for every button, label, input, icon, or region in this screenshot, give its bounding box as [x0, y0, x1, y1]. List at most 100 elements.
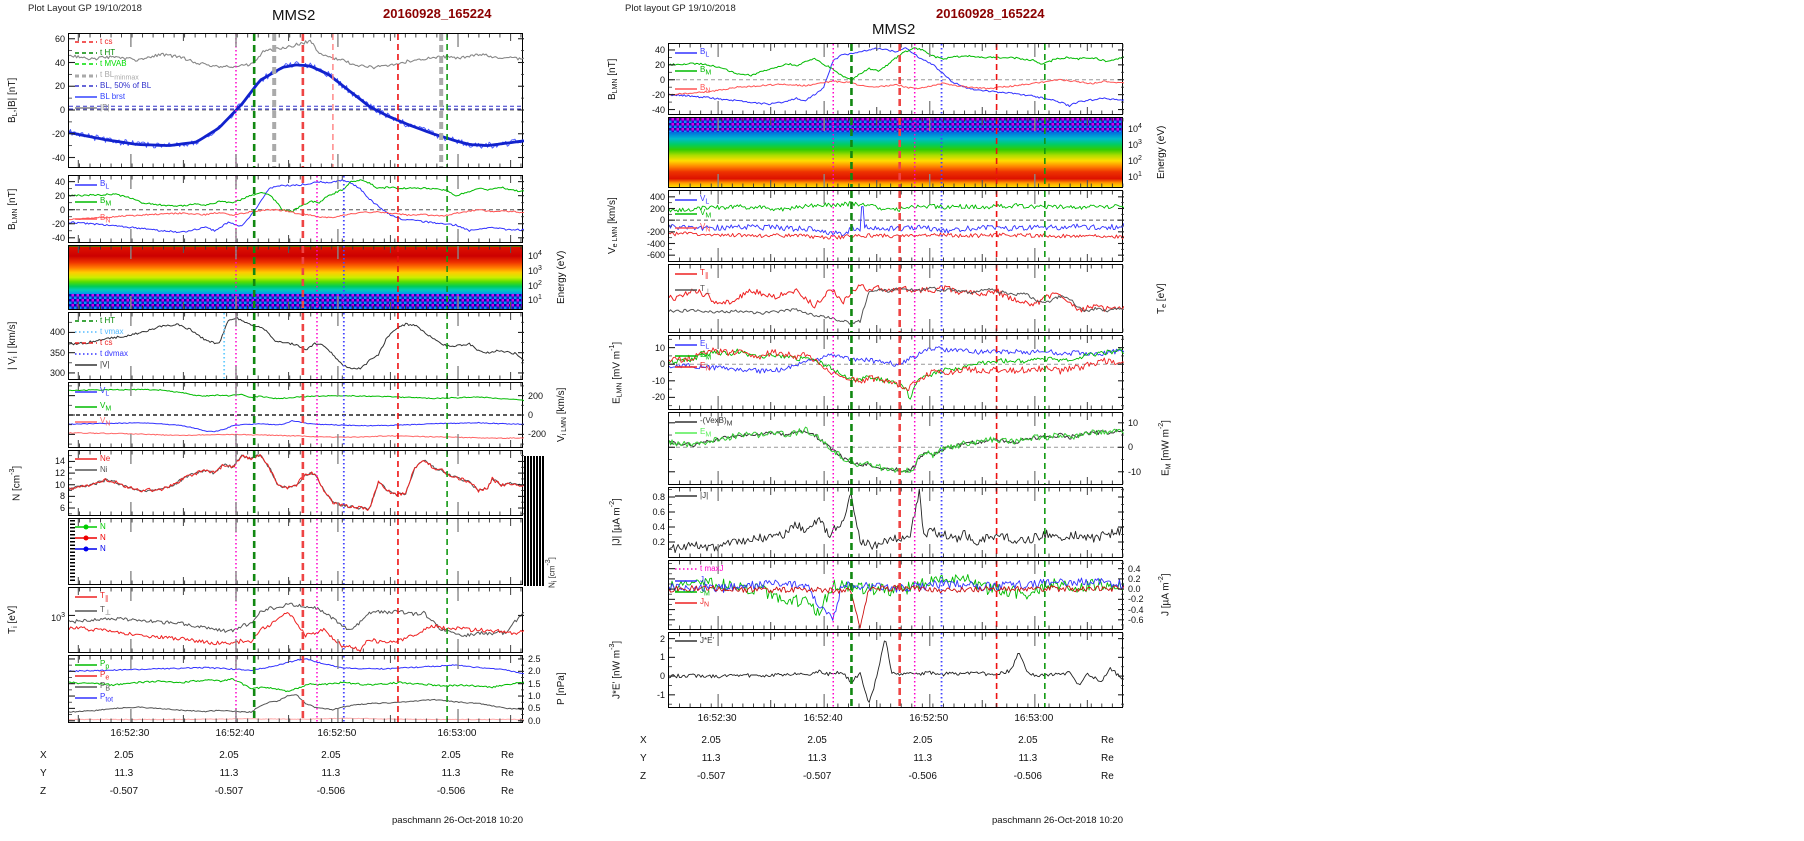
y-tick-label: 10: [1128, 417, 1139, 428]
panel-density: 14 12 10 8 6 N [cm-3] Ne Ni: [9, 450, 524, 516]
legend-item: EM: [675, 350, 711, 363]
plot-layout-label-right: Plot layout GP 19/10/2018: [625, 3, 736, 14]
legend-label: BM: [100, 196, 112, 208]
y-tick-label: 400: [649, 191, 665, 202]
legend-label: BL: [100, 179, 110, 191]
legend-item: EL: [675, 339, 709, 352]
legend-line-sample: [75, 106, 97, 109]
legend-line-sample: [675, 602, 697, 604]
legend-line-sample: [75, 697, 97, 699]
series-BM: [669, 47, 1124, 81]
spectrogram-speckle: [669, 118, 1122, 132]
legend-label: BL, 50% of BL: [100, 81, 152, 90]
legend-label: EM: [700, 350, 712, 362]
legend-item: VN: [675, 222, 710, 235]
legend-line-sample: [675, 70, 697, 72]
y-tick-label: -20: [51, 128, 65, 139]
legend-label: T⊥: [700, 284, 711, 296]
y-tick-label: -20: [651, 392, 665, 403]
series-Ptot: [69, 658, 524, 675]
table-cell: 11.3: [913, 753, 933, 764]
y-tick-label: 40: [54, 57, 65, 68]
y-tick-label: 200: [528, 390, 544, 401]
spectrogram-speckle: [69, 293, 522, 309]
table-cell: 11.3: [321, 768, 341, 779]
y-tick-label: 6: [59, 503, 65, 514]
legend-label: Pp: [100, 659, 110, 671]
legend-item: t HT: [75, 316, 115, 325]
table-row-label: X: [40, 750, 47, 761]
table-cell: 11.3: [219, 768, 239, 779]
legend-line-sample: [675, 355, 697, 357]
legend-label: Ne: [100, 454, 111, 463]
plot-title-left: MMS2: [272, 7, 316, 24]
y-tick-label: 0: [528, 410, 534, 420]
y-tick-label: -10: [651, 375, 665, 386]
legend-line-sample: [675, 199, 697, 201]
y-tick-label: 103: [528, 264, 542, 276]
legend-line-sample: [75, 610, 97, 612]
y-tick-label: -40: [651, 104, 665, 115]
legend-line-sample: [75, 184, 97, 186]
y-tick-label: 12: [54, 468, 65, 479]
legend-label: t MVAB: [100, 59, 127, 68]
y-tick-label: 200: [649, 203, 665, 214]
y-tick-label: 0.4: [1128, 563, 1141, 574]
legend-item: J*E': [675, 636, 714, 645]
table-row-label: Y: [40, 768, 47, 779]
legend-label: BN: [100, 213, 111, 225]
y-tick-label: -200: [646, 226, 665, 237]
series-VL: [669, 206, 1124, 237]
legend-line-sample: [75, 201, 97, 203]
y-tick-label: 2.5: [528, 653, 541, 664]
legend-line-sample: [75, 406, 97, 408]
legend-label: T⊥: [100, 605, 111, 617]
legend-label: -(VexB)M: [700, 416, 733, 428]
table-cell: -0.506: [436, 786, 466, 797]
plot-layout-label-left: Plot Layout GP 19/10/2018: [28, 3, 142, 14]
legend-item: JN: [675, 597, 709, 610]
legend-label: t HT: [100, 48, 116, 57]
series-EL: [669, 346, 1124, 374]
table-row-label: X: [640, 735, 647, 746]
legend-item: JL: [675, 575, 708, 588]
series-Bmag: [69, 39, 524, 70]
table-row-label: Y: [640, 753, 647, 764]
series-BL: [669, 47, 1124, 108]
legend-item: PB: [75, 681, 110, 694]
legend-label: |J|: [700, 491, 709, 500]
legend-item: |J|: [675, 491, 708, 500]
legend-line-sample: [75, 218, 97, 220]
legend-item: |B|: [75, 103, 110, 112]
y-tick-label: 400: [49, 327, 65, 338]
time-tick-label: 16:52:40: [803, 713, 843, 724]
y-axis-title-pressure: P [nPa]: [556, 672, 567, 706]
legend-line-sample: [675, 591, 697, 593]
panel-plot-em-vexb: [669, 413, 1124, 484]
series-BN: [669, 78, 1124, 96]
y-tick-label: 0.8: [652, 492, 665, 502]
legend-item: T∥: [75, 591, 108, 604]
panel-vi-mag: 400 350 300 | Vi | [km/s] t HT t vmax t cs t dv…: [7, 312, 524, 380]
panel-plot-blmn-r: [669, 44, 1124, 114]
y-tick-label: -400: [646, 238, 665, 249]
series-JN: [669, 584, 1124, 629]
y-tick-label: -10: [1128, 466, 1142, 477]
author-timestamp-left: paschmann 26-Oct-2018 10:20: [392, 815, 523, 826]
y-tick-label: 40: [54, 176, 65, 187]
legend-label: t dvmax: [100, 349, 129, 358]
series-JdotE: [669, 640, 1124, 703]
legend-line-sample: [675, 273, 697, 275]
legend-line-sample: [75, 391, 97, 393]
datecode-left: 20160928_165224: [383, 6, 492, 21]
plot-column-right: 40 20 0 -20 -40 BLMN [nT] BL BM BN 104 103 102 101 En…: [607, 0, 1172, 841]
legend-item: T⊥: [675, 284, 711, 297]
table-cell: 2.05: [114, 750, 134, 761]
y-tick-label: 103: [1128, 138, 1142, 150]
legend-item: t dvmax: [75, 349, 128, 358]
y-axis-title-blmn-r: BLMN [nT]: [607, 58, 619, 100]
series-Vmag: [69, 317, 524, 370]
y-axis-title-density: N [cm-3]: [9, 465, 23, 501]
y-axis-title-vi-mag: | Vi | [km/s]: [7, 321, 19, 371]
legend-item: BN: [75, 213, 110, 226]
